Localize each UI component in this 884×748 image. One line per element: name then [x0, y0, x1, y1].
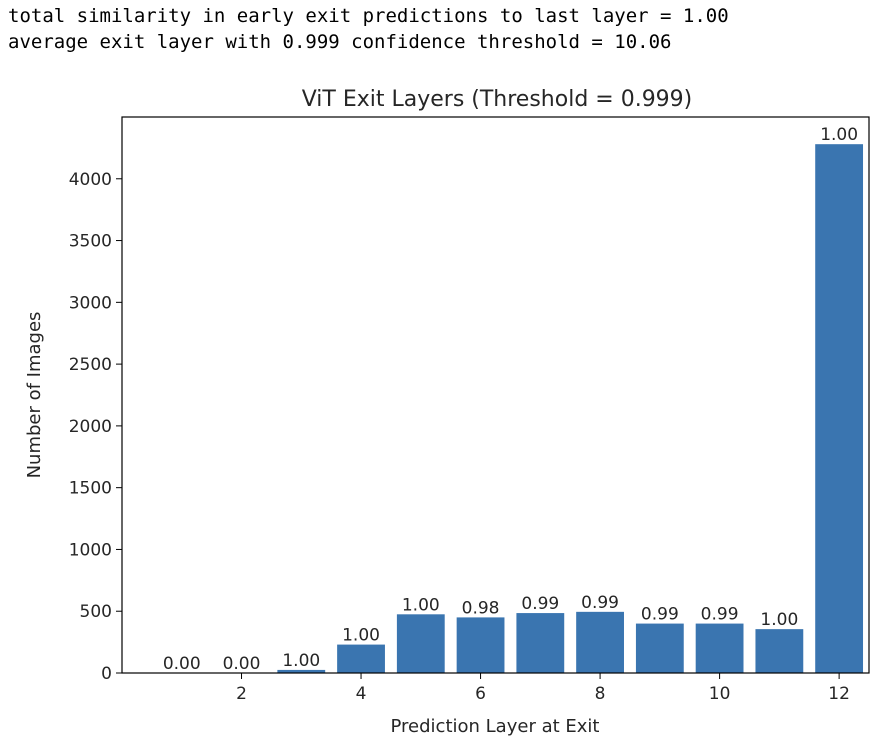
y-tick-label: 2500	[69, 355, 112, 375]
plot-frame	[121, 116, 870, 674]
x-tick-label: 8	[595, 684, 606, 704]
x-tick-label: 4	[356, 684, 367, 704]
x-tick-label: 12	[828, 684, 850, 704]
y-tick-label: 1500	[69, 479, 112, 499]
y-tick-label: 2000	[69, 417, 112, 437]
bar-labels-group: 0.00 0.00 1.00 1.00 1.00 0.98 0.99 0.99 0.99 0.99…	[163, 125, 858, 674]
x-ticks-group: 2 4 6 8 10 12	[236, 673, 850, 704]
bar-label-layer-9: 0.99	[641, 605, 679, 625]
bar-layer-7	[516, 613, 565, 673]
bar-label-layer-4: 1.00	[342, 626, 380, 646]
bar-layer-10	[695, 623, 744, 673]
bar-layer-9	[635, 623, 684, 673]
y-tick-label: 500	[80, 602, 112, 622]
bar-label-layer-1: 0.00	[163, 654, 201, 674]
bar-layer-11	[755, 629, 804, 673]
y-tick-label: 3500	[69, 232, 112, 252]
bar-layer-4	[337, 644, 385, 673]
bar-layer-8	[576, 611, 624, 673]
bar-label-layer-8: 0.99	[581, 593, 619, 613]
y-tick-label: 0	[101, 664, 112, 684]
y-tick-label: 3000	[69, 293, 112, 313]
bar-label-layer-11: 1.00	[760, 610, 798, 630]
x-axis-label: Prediction Layer at Exit	[391, 716, 600, 737]
console-output-average-exit: average exit layer with 0.999 confidence…	[8, 31, 672, 53]
bar-layer-12	[815, 144, 864, 673]
bars-group	[277, 144, 864, 673]
chart-title: ViT Exit Layers (Threshold = 0.999)	[302, 87, 693, 112]
bar-label-layer-3: 1.00	[282, 651, 320, 671]
bar-layer-3	[277, 669, 326, 673]
bar-label-layer-7: 0.99	[521, 594, 559, 614]
bar-label-layer-12: 1.00	[820, 125, 858, 145]
y-ticks-group: 0 500 1000 1500 2000 2500 3000 3500 4000	[69, 170, 122, 684]
bar-label-layer-10: 0.99	[701, 605, 739, 625]
bar-label-layer-2: 0.00	[223, 654, 261, 674]
x-tick-label: 10	[709, 684, 731, 704]
bar-label-layer-5: 1.00	[402, 595, 440, 615]
bar-label-layer-6: 0.98	[462, 598, 500, 618]
bar-layer-5	[396, 614, 445, 673]
y-axis-label: Number of Images	[24, 312, 45, 479]
y-tick-label: 4000	[69, 170, 112, 190]
x-tick-label: 6	[475, 684, 486, 704]
y-tick-label: 1000	[69, 540, 112, 560]
console-output-similarity: total similarity in early exit predictio…	[8, 5, 729, 27]
bar-layer-6	[456, 617, 505, 673]
x-tick-label: 2	[236, 684, 247, 704]
